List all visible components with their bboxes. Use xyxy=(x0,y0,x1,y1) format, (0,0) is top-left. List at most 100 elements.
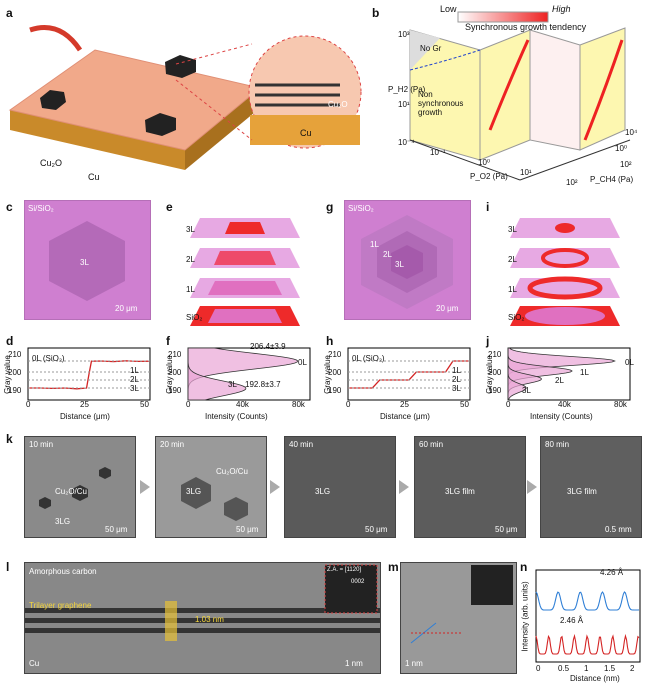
chart-h xyxy=(347,347,471,401)
h-ytick-2: 190 xyxy=(328,386,342,395)
j-ytick-2: 190 xyxy=(488,386,502,395)
sem-2-scale: 50 μm xyxy=(365,525,388,534)
sem-2-time: 40 min xyxy=(289,440,314,449)
sem-1-scale: 50 μm xyxy=(236,525,259,534)
n-xtick-3: 1.5 xyxy=(604,664,616,673)
chart-n xyxy=(535,569,641,663)
b-non-sync: Non synchronous growth xyxy=(418,90,464,117)
f-ytick-0: 210 xyxy=(168,350,182,359)
i-layer-2: 1L xyxy=(508,285,517,294)
e-layer-1: 2L xyxy=(186,255,195,264)
b-xtick-4: 10² xyxy=(566,178,578,187)
panel-e-label: e xyxy=(166,200,173,214)
b-xtick-3: 10¹ xyxy=(520,168,532,177)
l-cu: Cu xyxy=(29,659,40,668)
f-xtick-1: 40k xyxy=(236,400,249,409)
sem-2-tag: 3LG xyxy=(315,487,331,496)
f-peak1: 206.4±3.9 xyxy=(250,342,286,351)
panel-l-label: l xyxy=(6,560,10,574)
panel-l-tem: Amorphous carbon Trilayer graphene 1.03 … xyxy=(24,562,381,674)
d-xtick-1: 25 xyxy=(80,400,89,409)
f-ytick-1: 200 xyxy=(168,368,182,377)
sem-0-time: 10 min xyxy=(29,440,54,449)
j-xtick-2: 80k xyxy=(614,400,627,409)
b-ytick-0: 10³ xyxy=(398,30,410,39)
d-xtick-2: 50 xyxy=(140,400,149,409)
d-1l: 1L xyxy=(130,366,139,375)
panel-i-stack xyxy=(510,218,620,326)
cu-label: Cu xyxy=(88,172,100,182)
e-layer-0: 3L xyxy=(186,225,195,234)
f-ytick-2: 190 xyxy=(168,386,182,395)
sem-frame-2: 40 min 3LG 50 μm xyxy=(284,436,396,538)
sem-0-scale: 50 μm xyxy=(105,525,128,534)
j-xtick-1: 40k xyxy=(558,400,571,409)
l-amorphous: Amorphous carbon xyxy=(29,567,97,576)
j-1l: 1L xyxy=(580,368,589,377)
l-za: Z.A. = [1120] xyxy=(327,567,362,573)
n-xlabel: Distance (nm) xyxy=(570,674,620,683)
c-substrate: Si/SiO₂ xyxy=(28,204,54,213)
j-xlabel: Intensity (Counts) xyxy=(530,412,593,421)
h-2l: 2L xyxy=(452,375,461,384)
e-layer-3: SiO₂ xyxy=(186,313,203,322)
d-xlabel: Distance (μm) xyxy=(60,412,110,421)
b-legend-low: Low xyxy=(440,4,457,14)
zoom-cu2o-label: Cu₂O xyxy=(328,100,348,109)
b-xtick-0: 10⁻⁴ xyxy=(398,138,415,147)
chart-d xyxy=(27,347,151,401)
g-1l: 1L xyxy=(370,240,379,249)
sem-1-sub: Cu₂O/Cu xyxy=(216,467,249,476)
e-layer-2: 1L xyxy=(186,285,195,294)
n-xtick-0: 0 xyxy=(536,664,541,673)
sem-4-scale: 0.5 mm xyxy=(605,525,632,534)
d-3l: 3L xyxy=(130,384,139,393)
l-plane: 0002 xyxy=(351,579,365,585)
panel-k-label: k xyxy=(6,432,13,446)
sem-3-scale: 50 μm xyxy=(495,525,518,534)
sem-arrow-0 xyxy=(140,480,150,494)
f-3l: 3L xyxy=(228,380,237,389)
c-scale: 20 μm xyxy=(115,304,138,313)
j-0l: 0L xyxy=(625,358,634,367)
sem-3-tag: 3LG film xyxy=(445,487,475,496)
sem-frame-1: 20 min Cu₂O/Cu 3LG 50 μm xyxy=(155,436,267,538)
sem-1-tag: 3LG xyxy=(186,487,202,496)
sem-frame-0: 10 min Cu₂O/Cu 3LG 50 μm xyxy=(24,436,136,538)
b-legend-high: High xyxy=(552,4,571,14)
d-2l: 2L xyxy=(130,375,139,384)
panel-f-label: f xyxy=(166,334,170,348)
n-d2: 2.46 Å xyxy=(560,616,584,625)
sem-4-time: 80 min xyxy=(545,440,570,449)
sem-1-time: 20 min xyxy=(160,440,185,449)
h-ref: 0L (SiO₂) xyxy=(352,354,385,363)
f-xtick-2: 80k xyxy=(292,400,305,409)
h-3l: 3L xyxy=(452,384,461,393)
g-3l: 3L xyxy=(395,260,404,269)
f-peak2: 192.8±3.7 xyxy=(245,380,281,389)
n-d1: 4.26 Å xyxy=(600,568,624,577)
g-2l: 2L xyxy=(383,250,392,259)
sem-arrow-3 xyxy=(527,480,537,494)
sem-3-time: 60 min xyxy=(419,440,444,449)
panel-n-label: n xyxy=(520,560,528,574)
chart-h-frame xyxy=(347,347,471,401)
b-xtick-1: 10⁻¹ xyxy=(430,148,446,157)
j-2l: 2L xyxy=(555,376,564,385)
d-ytick-2: 190 xyxy=(8,386,22,395)
i-layer-0: 3L xyxy=(508,225,517,234)
g-substrate: Si/SiO₂ xyxy=(348,204,374,213)
chart-j xyxy=(507,347,631,401)
panel-b-label: b xyxy=(372,6,380,20)
panel-d-label: d xyxy=(6,334,14,348)
i-layer-1: 2L xyxy=(508,255,517,264)
chart-n-frame xyxy=(535,569,641,663)
d-ytick-0: 210 xyxy=(8,350,22,359)
chart-j-peak-3 xyxy=(507,348,527,401)
f-0l: 0L xyxy=(298,358,307,367)
panel-a-label: a xyxy=(6,6,13,20)
b-xlabel: P_O2 (Pa) xyxy=(470,172,508,181)
n-xtick-2: 1 xyxy=(584,664,589,673)
d-ytick-1: 200 xyxy=(8,368,22,377)
panel-i-label: i xyxy=(486,200,490,214)
